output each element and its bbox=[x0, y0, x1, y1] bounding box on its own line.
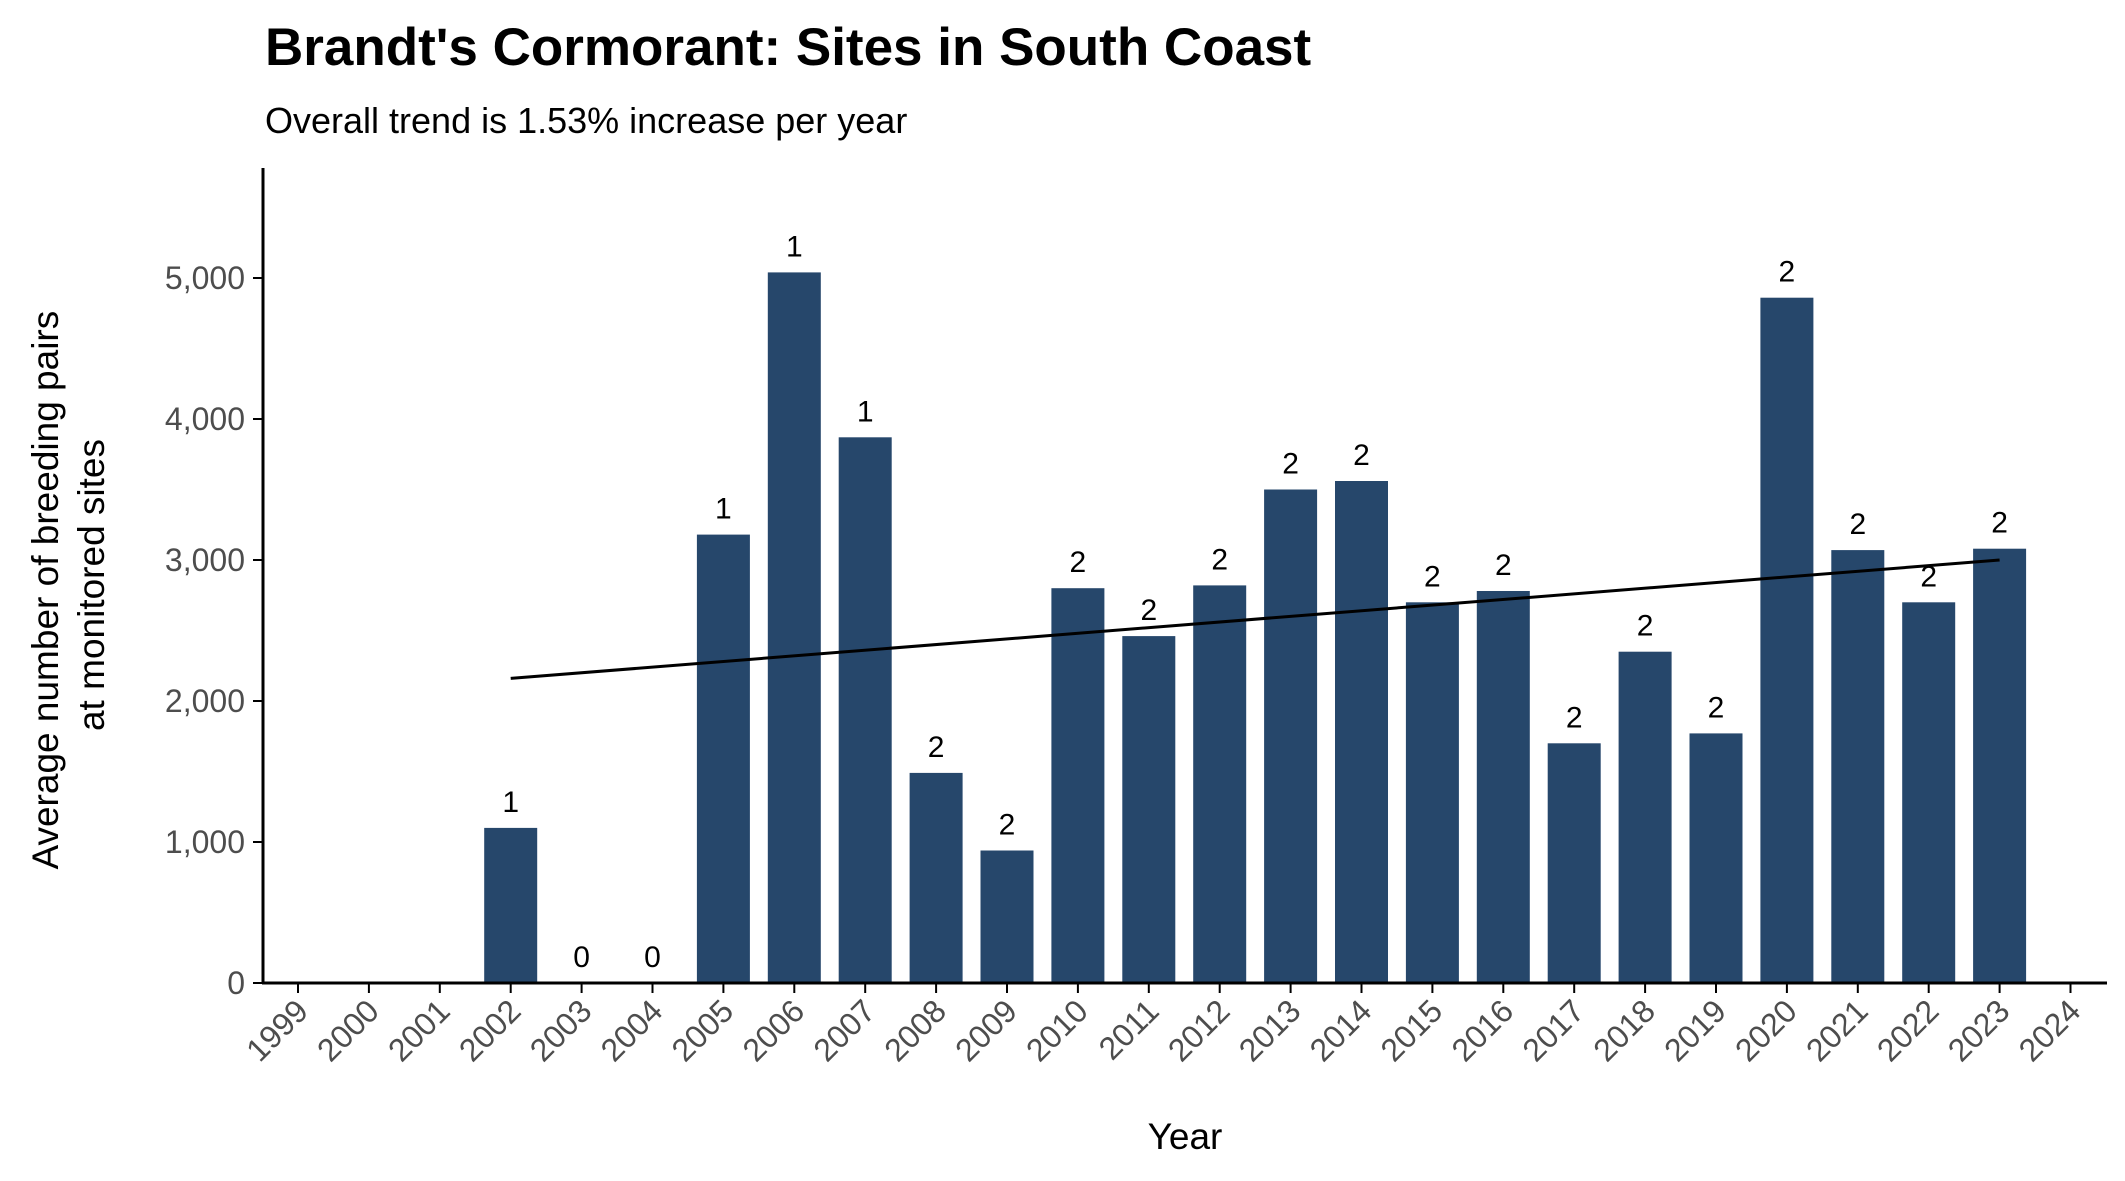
x-tick-label: 2015 bbox=[1374, 992, 1450, 1068]
site-count-2003: 0 bbox=[573, 941, 590, 974]
x-tick-label: 2000 bbox=[310, 992, 386, 1068]
x-tick-label: 2023 bbox=[1941, 992, 2017, 1068]
x-tick-label: 2004 bbox=[594, 992, 670, 1068]
site-count-labels: 1 0 0 1 1 1 2 2 2 2 2 2 2 2 2 2 2 2 2 2 2 2 bbox=[502, 230, 2008, 974]
x-tick-label: 2010 bbox=[1019, 992, 1095, 1068]
bar-2005 bbox=[696, 534, 750, 983]
x-tick-label: 2022 bbox=[1870, 992, 1946, 1068]
bar-2019 bbox=[1689, 733, 1743, 983]
x-tick-label: 2017 bbox=[1515, 992, 1591, 1068]
site-count-2005: 1 bbox=[715, 493, 732, 526]
x-tick-label: 2005 bbox=[665, 992, 741, 1068]
x-tick-label: 2013 bbox=[1232, 992, 1308, 1068]
bar-2012 bbox=[1193, 585, 1247, 983]
bar-2002 bbox=[484, 827, 538, 983]
x-tick-label: 2014 bbox=[1303, 992, 1379, 1068]
x-tick-label: 2002 bbox=[452, 992, 528, 1068]
bar-2020 bbox=[1760, 297, 1814, 983]
bar-2006 bbox=[767, 272, 821, 983]
site-count-2019: 2 bbox=[1708, 691, 1725, 724]
x-tick-label: 1999 bbox=[239, 992, 315, 1068]
y-tick-label: 0 bbox=[227, 965, 245, 1001]
y-axis-title-line-2: at monitored sites bbox=[71, 439, 112, 731]
site-count-2014: 2 bbox=[1353, 439, 1370, 472]
x-tick-label: 2011 bbox=[1092, 992, 1166, 1066]
bar-2022 bbox=[1902, 602, 1956, 983]
site-count-2018: 2 bbox=[1637, 610, 1654, 643]
x-tick-label: 2008 bbox=[877, 992, 953, 1068]
x-tick-label: 2021 bbox=[1799, 992, 1875, 1068]
site-count-2023: 2 bbox=[1991, 507, 2008, 540]
bar-2021 bbox=[1831, 550, 1885, 983]
bar-2017 bbox=[1547, 743, 1601, 983]
bar-2023 bbox=[1973, 548, 2027, 983]
x-tick-label: 2019 bbox=[1657, 992, 1733, 1068]
x-ticks: 1999200020012002200320042005200620072008… bbox=[239, 983, 2087, 1068]
x-axis-title: Year bbox=[1148, 1116, 1223, 1157]
bar-2010 bbox=[1051, 588, 1105, 983]
site-count-2008: 2 bbox=[928, 731, 945, 764]
bar-2015 bbox=[1405, 602, 1459, 983]
site-count-2010: 2 bbox=[1070, 546, 1087, 579]
site-count-2021: 2 bbox=[1849, 508, 1866, 541]
site-count-2015: 2 bbox=[1424, 560, 1441, 593]
site-count-2006: 1 bbox=[786, 230, 803, 263]
site-count-2002: 1 bbox=[502, 786, 519, 819]
site-count-2013: 2 bbox=[1282, 448, 1299, 481]
x-tick-label: 2006 bbox=[735, 992, 811, 1068]
y-ticks: 0 1,000 2,000 3,000 4,000 5,000 bbox=[165, 260, 263, 1001]
x-tick-label: 2009 bbox=[948, 992, 1024, 1068]
y-tick-label: 3,000 bbox=[165, 542, 245, 578]
site-count-2022: 2 bbox=[1920, 560, 1937, 593]
y-tick-label: 4,000 bbox=[165, 401, 245, 437]
bar-2016 bbox=[1476, 591, 1530, 983]
bar-2013 bbox=[1264, 489, 1318, 983]
chart-subtitle: Overall trend is 1.53% increase per year bbox=[265, 100, 907, 141]
trend bbox=[510, 558, 2000, 680]
y-tick-label: 5,000 bbox=[165, 260, 245, 296]
x-tick-label: 2012 bbox=[1161, 992, 1237, 1068]
x-tick-label: 2016 bbox=[1444, 992, 1520, 1068]
bar-2007 bbox=[838, 437, 892, 983]
bar-2018 bbox=[1618, 651, 1672, 983]
site-count-2016: 2 bbox=[1495, 549, 1512, 582]
x-tick-label: 2018 bbox=[1586, 992, 1662, 1068]
bars bbox=[484, 272, 2027, 983]
bar-2008 bbox=[909, 772, 963, 983]
trend-line bbox=[510, 558, 2000, 680]
site-count-2009: 2 bbox=[999, 809, 1016, 842]
y-tick-label: 1,000 bbox=[165, 824, 245, 860]
bar-2011 bbox=[1122, 636, 1176, 983]
site-count-2004: 0 bbox=[644, 941, 661, 974]
x-tick-label: 2001 bbox=[381, 992, 457, 1068]
x-tick-label: 2007 bbox=[806, 992, 882, 1068]
x-tick-label: 2003 bbox=[523, 992, 599, 1068]
chart-title: Brandt's Cormorant: Sites in South Coast bbox=[265, 18, 1311, 77]
bar-2009 bbox=[980, 850, 1034, 983]
bar-2014 bbox=[1335, 481, 1388, 983]
site-count-2012: 2 bbox=[1211, 543, 1228, 576]
y-axis-title-line-1: Average number of breeding pairs bbox=[25, 311, 66, 870]
x-tick-label: 2020 bbox=[1728, 992, 1804, 1068]
site-count-2011: 2 bbox=[1140, 594, 1157, 627]
site-count-2017: 2 bbox=[1566, 701, 1583, 734]
x-tick-label: 2024 bbox=[2012, 992, 2088, 1068]
site-count-2007: 1 bbox=[857, 395, 874, 428]
y-tick-label: 2,000 bbox=[165, 683, 245, 719]
y-axis-title: Average number of breeding pairs at moni… bbox=[25, 300, 112, 869]
site-count-2020: 2 bbox=[1779, 256, 1796, 289]
